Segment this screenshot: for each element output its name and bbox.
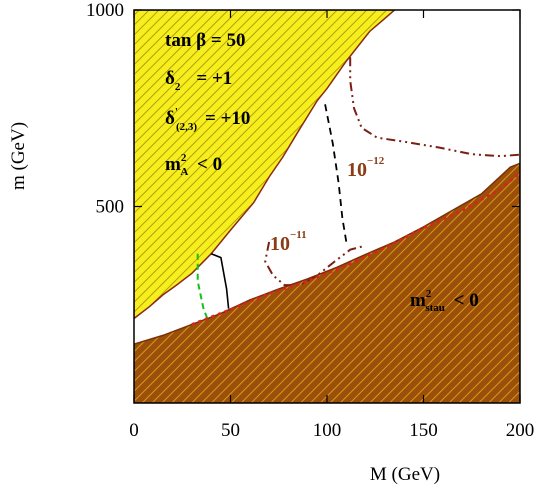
x-tick-label: 50 [221,420,240,441]
ma2-label-sub: A [180,166,188,178]
delta2-symbol: δ [165,68,175,89]
ma2-negative-region [134,10,396,320]
y-tick-label: 500 [96,197,125,218]
x-tick-label: 200 [506,420,535,441]
delta23-subscript: (2,3) [176,121,197,133]
mstau2-label-tail: < 0 [449,290,479,311]
contour-label-1e-12: 10−12 [347,155,385,181]
x-tick-label: 100 [313,420,342,441]
series-line-solid-black-3 [210,252,230,309]
tanbeta-annotation: tan β = 50 [165,30,245,51]
contour-1e-12-base: 10 [347,159,367,181]
y-axis-title: m (GeV) [8,122,29,190]
delta23-annotation: δ' (2,3) = +10 [165,106,250,133]
ma2-label-main: m [165,154,181,175]
series-line-dashdot-0 [264,241,362,287]
delta23-symbol: δ [165,108,175,129]
contour-1e-12-exp: −12 [367,155,385,167]
ma2-region-label: m2 A < 0 [165,152,222,178]
mstau2-label-sup: 2 [426,288,432,300]
mstau2-region-label: m2 stau < 0 [410,288,479,314]
x-tick-label: 150 [409,420,438,441]
series-line-dotted-red-5 [191,172,520,326]
y-tick-label: 1000 [86,0,124,21]
ma2-label-tail: < 0 [192,154,222,175]
contour-label-1e-11: 10−11 [270,229,307,255]
contour-1e-11-base: 10 [270,233,290,255]
x-axis-title: M (GeV) [370,464,440,485]
contour-lines [191,57,520,326]
delta2-annotation: δ2 = +1 [165,68,232,93]
delta2-value: = +1 [196,68,232,89]
delta2-subscript: 2 [175,81,181,93]
mstau2-negative-region [134,162,520,403]
axes: 0 50 100 150 200 500 1000 [86,0,534,441]
series-line-dashdot-1 [349,57,520,158]
contour-1e-11-exp: −11 [290,229,307,241]
ma2-label-sup: 2 [181,152,187,164]
x-tick-label: 0 [129,420,139,441]
mstau2-label-main: m [410,290,426,311]
series-line-dashed-2 [324,104,348,243]
delta23-prime: ' [175,106,178,118]
delta23-value: = +10 [205,108,250,129]
series-line-dashed-green-4 [196,253,209,319]
mstau2-label-sub: stau [425,302,445,314]
